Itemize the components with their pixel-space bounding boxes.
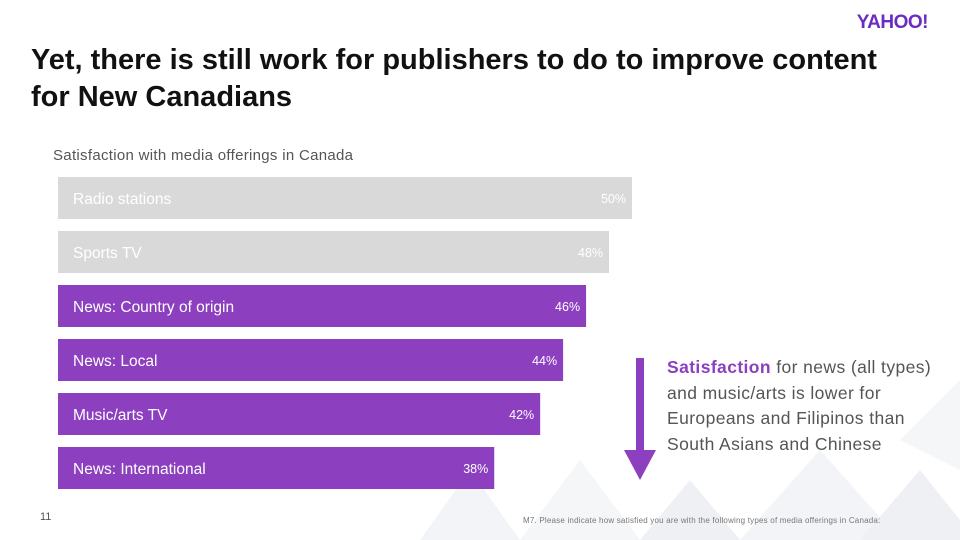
page-title: Yet, there is still work for publishers … bbox=[31, 44, 877, 113]
bar-3 bbox=[58, 339, 564, 381]
chart-title: Satisfaction with media offerings in Can… bbox=[53, 147, 354, 164]
bar-label-0: Radio stations bbox=[73, 191, 171, 208]
insight-callout: Satisfaction for news (all types) and mu… bbox=[667, 355, 937, 457]
footnote: M7. Please indicate how satisfied you ar… bbox=[523, 516, 881, 525]
value-label-4: 42% bbox=[509, 408, 534, 422]
value-label-3: 44% bbox=[532, 354, 557, 368]
bar-label-4: Music/arts TV bbox=[73, 407, 168, 424]
value-label-5: 38% bbox=[463, 462, 488, 476]
bar-5 bbox=[58, 447, 495, 489]
bar-label-2: News: Country of origin bbox=[73, 299, 234, 316]
bar-label-5: News: International bbox=[73, 461, 206, 478]
page-number: 11 bbox=[40, 511, 52, 523]
value-label-1: 48% bbox=[578, 246, 603, 260]
value-label-2: 46% bbox=[555, 300, 580, 314]
value-label-0: 50% bbox=[601, 192, 626, 206]
bar-2 bbox=[58, 285, 587, 327]
bar-4 bbox=[58, 393, 541, 435]
bar-label-1: Sports TV bbox=[73, 245, 142, 262]
bar-1 bbox=[58, 231, 610, 273]
bar-label-3: News: Local bbox=[73, 353, 157, 370]
bar-0 bbox=[58, 177, 632, 219]
down-arrow-icon bbox=[624, 358, 656, 480]
callout-highlight: Satisfaction bbox=[667, 357, 771, 377]
yahoo-logo: YAHOO! bbox=[856, 12, 929, 33]
callout-text: for news (all types) and music/arts is l… bbox=[667, 357, 932, 454]
